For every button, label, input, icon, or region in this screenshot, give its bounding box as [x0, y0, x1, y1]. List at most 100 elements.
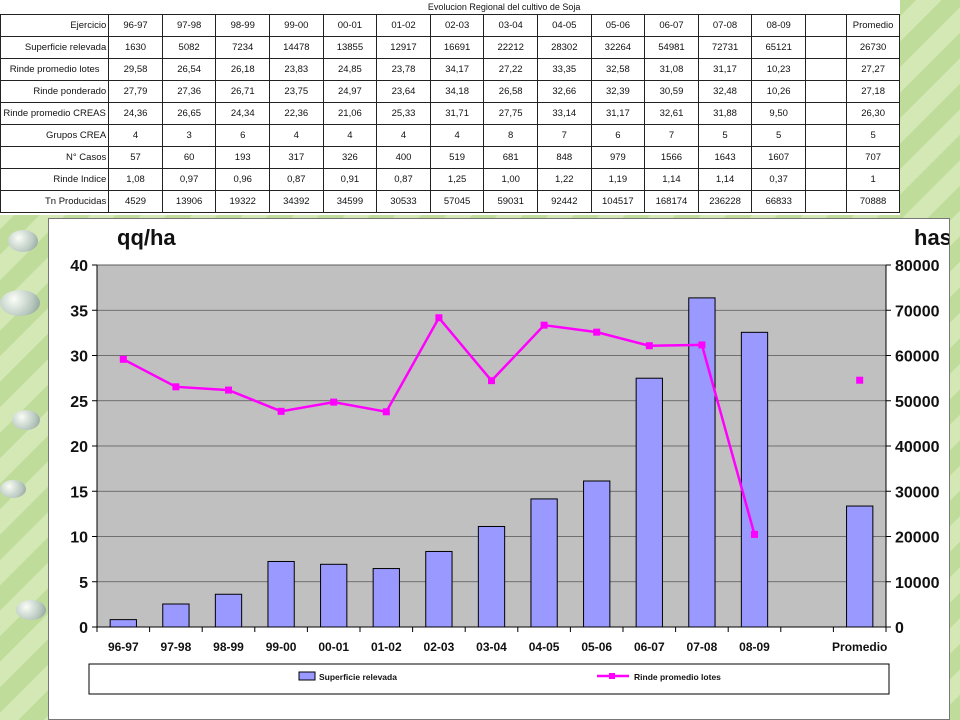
table-header-cell: 01-02: [376, 14, 431, 37]
table-cell: 1630: [108, 36, 163, 59]
table-cell: 54981: [644, 36, 699, 59]
table-header-promedio: Promedio: [846, 14, 900, 37]
bar-superficie-relevada: [477, 525, 506, 628]
table-header-cell: 96-97: [108, 14, 163, 37]
line-point-rinde-promedio-lotes: [698, 341, 706, 349]
line-point-rinde-promedio-lotes: [540, 321, 548, 329]
table-cell: 33,14: [536, 102, 592, 125]
table-cell: 24,36: [108, 102, 163, 125]
table-cell: 21,06: [322, 102, 378, 125]
table-cell: 27,22: [483, 58, 538, 81]
table-cell: 13906: [161, 190, 217, 213]
x-axis-tick-label: 03-04: [476, 640, 507, 654]
left-axis-tick-label: 15: [70, 484, 88, 501]
x-axis-tick-label: 00-01: [318, 640, 349, 654]
right-axis-unit-label: has: [914, 225, 949, 250]
decorative-bubble: [12, 410, 40, 430]
table-cell: 32,48: [697, 80, 753, 103]
bar-superficie-relevada: [214, 593, 243, 628]
table-cell: 0,87: [376, 168, 431, 191]
table-cell: 0,37: [751, 168, 806, 191]
table-cell-promedio: 27,18: [846, 80, 900, 103]
table-cell-promedio: 5: [846, 124, 900, 147]
table-cell: 168174: [644, 190, 699, 213]
line-point-rinde-promedio-lotes: [435, 314, 443, 322]
table-cell: 31,17: [697, 58, 753, 81]
bar-superficie-relevada: [846, 505, 874, 628]
table-row: Rinde promedio lotes 29,58 26,54 26,18 23,83…: [0, 58, 900, 81]
table-title: Evolucion Regional del cultivo de Soja: [108, 0, 900, 15]
table-cell: 31,08: [644, 58, 699, 81]
table-cell: 400: [376, 146, 431, 169]
table-cell: 3: [161, 124, 217, 147]
left-axis-tick-label: 25: [70, 394, 88, 411]
table-cell: 33,35: [536, 58, 592, 81]
table-row-label: Rinde promedio CREAS: [0, 102, 110, 125]
table-row: Grupos CREA 4 3 6 4 4 4 4 8 7 6 7 5 5 5: [0, 124, 900, 147]
table-cell: 32,39: [590, 80, 646, 103]
table-cell: 10,26: [751, 80, 806, 103]
x-axis-tick-label: 96-97: [108, 640, 139, 654]
line-point-rinde-promedio-lotes: [856, 376, 864, 384]
combo-chart: 0 5 10 15 20 25 30 35 40 0 10000 20000 30000 40000 500…: [70, 225, 949, 695]
x-axis-tick-label: 04-05: [529, 640, 560, 654]
table-row-label: Superficie relevada: [0, 36, 110, 59]
table-cell: 7: [536, 124, 592, 147]
table-cell: 4: [429, 124, 485, 147]
bar-superficie-relevada: [162, 603, 190, 628]
table-cell: 1607: [751, 146, 806, 169]
line-point-rinde-promedio-lotes: [330, 398, 338, 406]
table-cell: 31,71: [429, 102, 485, 125]
table-row-label: Grupos CREA: [0, 124, 110, 147]
table-cell: 0,96: [215, 168, 271, 191]
table-cell: 0,91: [322, 168, 378, 191]
table-cell: [804, 36, 848, 59]
table-cell: 92442: [536, 190, 592, 213]
table-row-label: N° Casos: [0, 146, 110, 169]
table-cell: 26,18: [215, 58, 271, 81]
table-header-cell: [804, 14, 848, 37]
table-cell: 4529: [108, 190, 163, 213]
table-cell: 979: [590, 146, 646, 169]
left-axis-tick-label: 20: [70, 439, 88, 456]
table-cell: 24,97: [322, 80, 378, 103]
table-cell: 27,79: [108, 80, 163, 103]
table-header-cell: 02-03: [429, 14, 485, 37]
legend-swatch-marker: [609, 673, 615, 679]
table-cell: 34,17: [429, 58, 485, 81]
table-cell: 30533: [376, 190, 431, 213]
table-row-label: Tn Producidas: [0, 190, 110, 213]
left-axis-tick-label: 10: [70, 530, 88, 547]
x-axis-tick-label: 98-99: [213, 640, 244, 654]
table-header-cell: 04-05: [536, 14, 592, 37]
table-cell: 9,50: [751, 102, 806, 125]
table-cell: 0,97: [161, 168, 217, 191]
table-header-cell: 08-09: [751, 14, 806, 37]
table-cell: 29,58: [108, 58, 163, 81]
table-row-label: Rinde promedio lotes: [0, 58, 110, 81]
table-row-label: Rinde ponderado: [0, 80, 110, 103]
x-axis-tick-label: 06-07: [634, 640, 665, 654]
table-cell: 1,19: [590, 168, 646, 191]
decorative-bubble: [0, 290, 40, 316]
table-cell: 57: [108, 146, 163, 169]
table-cell: 23,83: [269, 58, 324, 81]
table-title-row: Evolucion Regional del cultivo de Soja: [1, 0, 900, 15]
left-axis-tick-label: 0: [79, 620, 88, 637]
chart-legend: Superficie relevada Rinde promedio lotes: [88, 663, 890, 695]
table-header-cell: 05-06: [590, 14, 646, 37]
table-cell: 13855: [322, 36, 378, 59]
right-axis-tick-label: 0: [895, 620, 904, 637]
table-cell: 1,08: [108, 168, 163, 191]
table-cell: 7234: [215, 36, 271, 59]
right-axis-tick-label: 30000: [895, 484, 940, 501]
right-axis-tick-label: 60000: [895, 349, 940, 366]
table-cell: 4: [269, 124, 324, 147]
table-row: Rinde ponderado 27,79 27,36 26,71 23,75 24,97…: [0, 80, 900, 103]
line-point-rinde-promedio-lotes: [488, 377, 495, 385]
table-header-cell: 03-04: [483, 14, 538, 37]
table-cell-promedio: 70888: [846, 190, 900, 213]
bar-superficie-relevada: [372, 568, 400, 628]
x-axis-tick-label: 02-03: [424, 640, 455, 654]
table-cell: [804, 102, 848, 125]
